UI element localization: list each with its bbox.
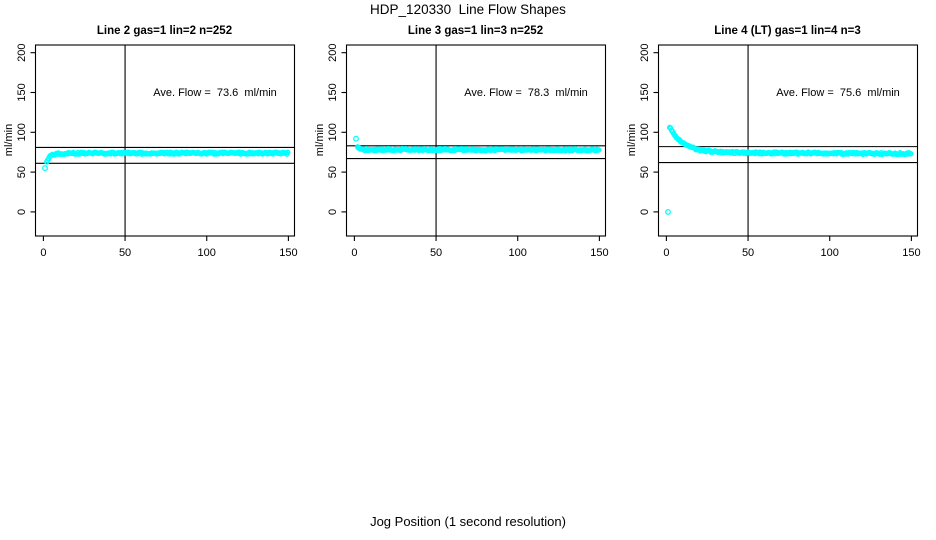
ave-flow-annotation: Ave. Flow = 78.3 ml/min (464, 87, 588, 99)
svg-text:150: 150 (902, 247, 920, 259)
svg-text:200: 200 (327, 44, 339, 62)
svg-text:150: 150 (639, 83, 651, 101)
svg-text:50: 50 (430, 247, 442, 259)
svg-text:0: 0 (639, 209, 651, 215)
panel-line-2: Line 2 gas=1 lin=2 n=252 ml/min Ave. Flo… (0, 20, 313, 270)
svg-text:150: 150 (279, 247, 297, 259)
svg-text:200: 200 (16, 44, 28, 62)
plot-area: 0 50 100 150 0 50 100 150 200 (327, 44, 609, 259)
svg-text:0: 0 (40, 247, 46, 259)
svg-text:150: 150 (16, 83, 28, 101)
svg-text:100: 100 (639, 123, 651, 141)
figure-title: HDP_120330 Line Flow Shapes (370, 2, 566, 17)
panel-title: Line 3 gas=1 lin=3 n=252 (407, 25, 544, 37)
plot-area: 0 50 100 150 0 50 100 150 200 (639, 44, 921, 259)
svg-text:0: 0 (327, 209, 339, 215)
panel-line-3: Line 3 gas=1 lin=3 n=252 ml/min Ave. Flo… (311, 20, 624, 270)
svg-text:50: 50 (119, 247, 131, 259)
svg-text:100: 100 (327, 123, 339, 141)
svg-text:50: 50 (16, 166, 28, 178)
svg-text:100: 100 (821, 247, 839, 259)
svg-text:50: 50 (742, 247, 754, 259)
svg-text:100: 100 (198, 247, 216, 259)
svg-text:200: 200 (639, 44, 651, 62)
svg-text:100: 100 (16, 123, 28, 141)
svg-text:0: 0 (16, 209, 28, 215)
svg-text:0: 0 (663, 247, 669, 259)
plot-area: 0 50 100 150 0 50 100 150 200 (16, 44, 298, 259)
ave-flow-annotation: Ave. Flow = 73.6 ml/min (153, 87, 277, 99)
panel-title: Line 4 (LT) gas=1 lin=4 n=3 (714, 25, 861, 37)
svg-text:50: 50 (639, 166, 651, 178)
svg-text:150: 150 (327, 83, 339, 101)
panel-title: Line 2 gas=1 lin=2 n=252 (96, 25, 233, 37)
ave-flow-annotation: Ave. Flow = 75.6 ml/min (776, 87, 900, 99)
panel-line-4: Line 4 (LT) gas=1 lin=4 n=3 ml/min Ave. … (623, 20, 936, 270)
x-axis-label: Jog Position (1 second resolution) (370, 514, 566, 529)
svg-text:150: 150 (590, 247, 608, 259)
svg-text:0: 0 (351, 247, 357, 259)
svg-text:50: 50 (327, 166, 339, 178)
svg-text:100: 100 (509, 247, 527, 259)
